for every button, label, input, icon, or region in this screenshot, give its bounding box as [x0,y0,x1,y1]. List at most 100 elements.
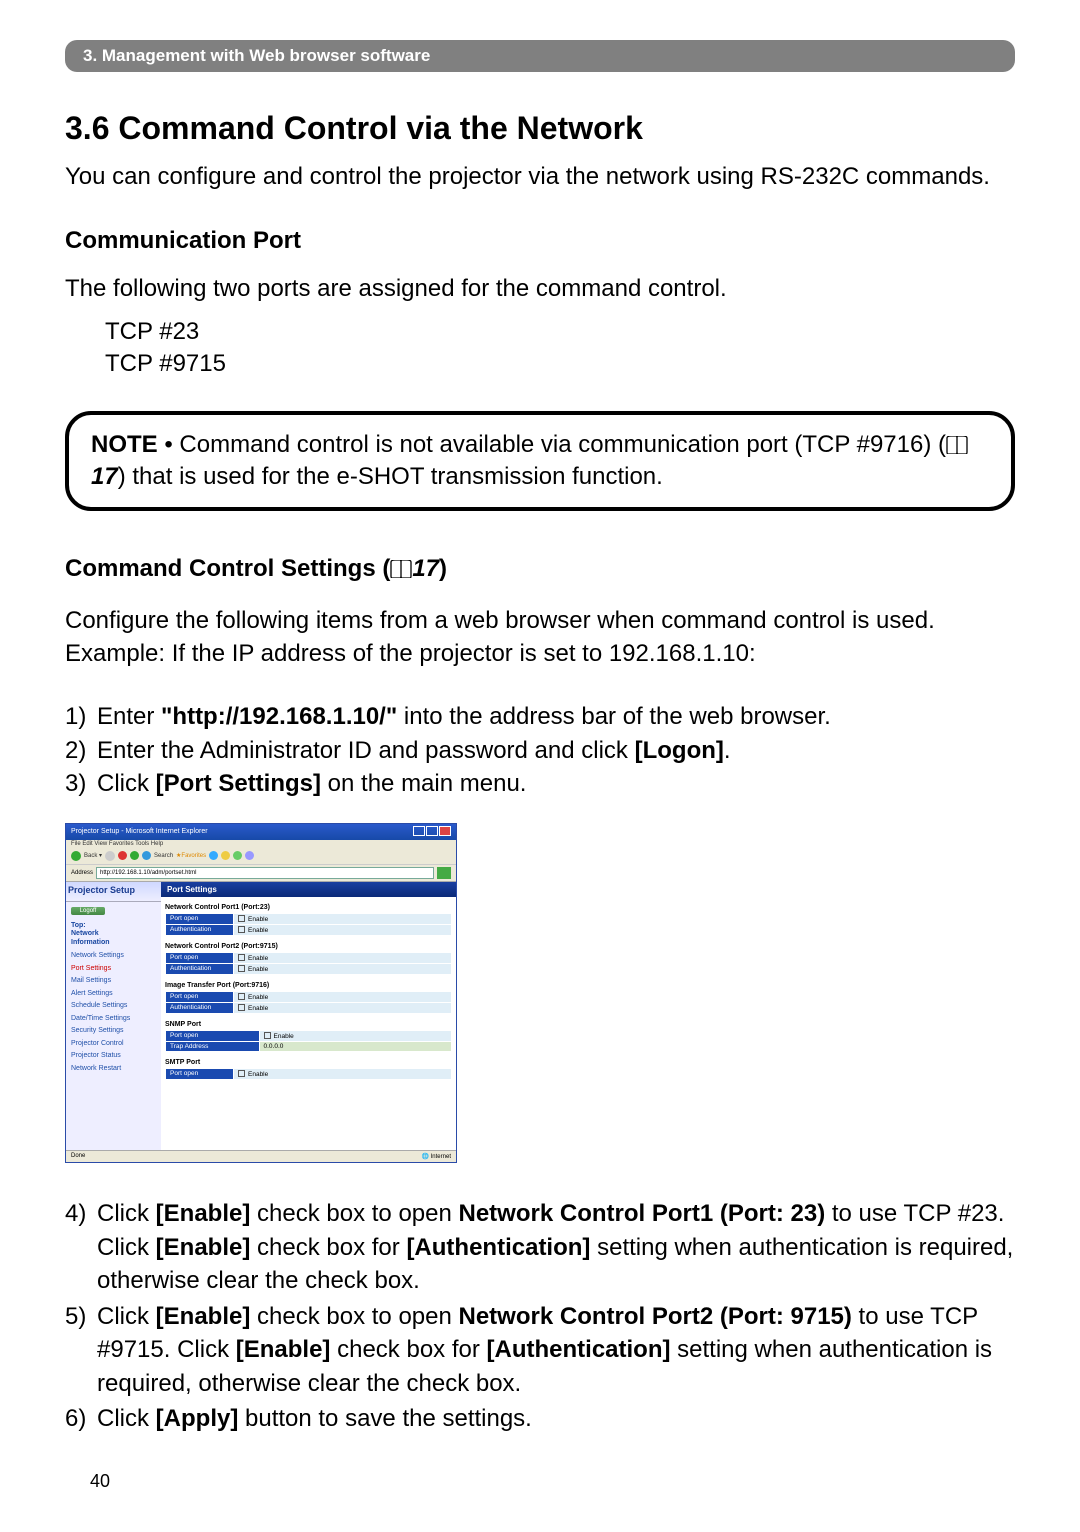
setting-label: Port open [166,913,234,924]
back-icon[interactable] [71,851,81,861]
setting-value[interactable]: Enable [234,924,452,935]
setting-label: Authentication [166,1002,234,1013]
setting-value[interactable]: Enable [234,963,452,974]
note-label: NOTE [91,431,158,458]
status-bar: Done 🌐 Internet [66,1150,456,1162]
comm-port-text: The following two ports are assigned for… [65,273,1015,305]
note-text-b: ) that is used for the e-SHOT transmissi… [118,463,663,490]
stop-icon[interactable] [118,851,127,860]
settings-heading: Command Control Settings (17) [65,555,1015,583]
settings-table: Port openEnableAuthenticationEnable [165,991,452,1014]
checkbox[interactable] [238,993,245,1000]
note-box: NOTE • Command control is not available … [65,411,1015,512]
group-title: Network Control Port1 (Port:23) [165,904,452,911]
setting-value[interactable]: 0.0.0.0 [259,1041,452,1051]
checkbox[interactable] [238,965,245,972]
main-panel: Port Settings Network Control Port1 (Por… [161,882,456,1150]
settings-table: Port openEnableAuthenticationEnable [165,913,452,936]
steps-4-6: 4)Click [Enable] check box to open Netwo… [65,1197,1015,1436]
status-left: Done [71,1153,85,1160]
nav-icon[interactable] [245,851,254,860]
address-field[interactable]: http://192.168.1.10/adm/portset.html [96,867,434,879]
port-list: TCP #23 TCP #9715 [105,316,1015,381]
step-2: Enter the Administrator ID and password … [97,734,1015,768]
note-text-a: • Command control is not available via c… [158,431,946,458]
port-1: TCP #23 [105,316,1015,348]
port-2: TCP #9715 [105,348,1015,380]
setting-label: Port open [166,991,234,1002]
status-right: 🌐 Internet [422,1153,452,1160]
settings-title-end: ) [439,555,447,582]
sidebar-item[interactable]: Schedule Settings [71,1002,156,1009]
sidebar-item[interactable]: Date/Time Settings [71,1015,156,1022]
sidebar-item[interactable]: Projector Control [71,1040,156,1047]
page-title: 3.6 Command Control via the Network [65,110,1015,147]
settings-intro: Configure the following items from a web… [65,605,1015,670]
group-title: SMTP Port [165,1059,452,1066]
logoff-button[interactable]: Logoff [71,907,105,915]
refresh-icon[interactable] [130,851,139,860]
nav-icon[interactable] [233,851,242,860]
group-title: Network Control Port2 (Port:9715) [165,943,452,950]
group-title: SNMP Port [165,1021,452,1028]
settings-table: Port openEnable [165,1068,452,1080]
go-button[interactable] [437,867,451,879]
setting-value[interactable]: Enable [234,1068,452,1079]
checkbox[interactable] [238,926,245,933]
sidebar-nav: Network Settings Port Settings Mail Settin… [71,952,156,1072]
sidebar-top[interactable]: Top: Network Information [71,922,156,947]
window-titlebar: Projector Setup - Microsoft Internet Exp… [66,824,456,840]
step-num: 2) [65,734,97,768]
forward-icon[interactable] [105,851,115,861]
setting-value[interactable]: Enable [234,991,452,1002]
setting-label: Trap Address [166,1041,260,1051]
setting-value[interactable]: Enable [234,1002,452,1013]
sidebar-item[interactable]: Projector Status [71,1052,156,1059]
sidebar-item[interactable]: Network Settings [71,952,156,959]
step-4: Click [Enable] check box to open Network… [97,1197,1015,1298]
page-number: 40 [90,1471,110,1492]
sidebar-item[interactable]: Alert Settings [71,990,156,997]
setting-label: Port open [166,1068,234,1079]
browser-toolbar[interactable]: Back ▾ Search ★Favorites [66,848,456,865]
settings-table: Port openEnableAuthenticationEnable [165,952,452,975]
browser-menubar[interactable]: File Edit View Favorites Tools Help [66,840,456,848]
screenshot: Projector Setup - Microsoft Internet Exp… [65,823,457,1163]
address-bar[interactable]: Address http://192.168.1.10/adm/portset.… [66,865,456,882]
breadcrumb: 3. Management with Web browser software [65,40,1015,72]
checkbox[interactable] [238,954,245,961]
panel-header: Port Settings [161,882,456,897]
setting-label: Port open [166,1030,260,1041]
step-num: 3) [65,767,97,801]
home-icon[interactable] [142,851,151,860]
setting-value[interactable]: Enable [259,1030,452,1041]
sidebar-logo: Projector Setup [66,882,161,902]
checkbox[interactable] [238,1070,245,1077]
step-6: Click [Apply] button to save the setting… [97,1402,1015,1436]
step-num: 1) [65,700,97,734]
sidebar: Projector Setup Logoff Top: Network Info… [66,882,161,1150]
checkbox[interactable] [238,1004,245,1011]
nav-icon[interactable] [209,851,218,860]
step-num: 5) [65,1300,97,1401]
setting-label: Authentication [166,963,234,974]
sidebar-item[interactable]: Network Restart [71,1065,156,1072]
settings-ref: 17 [412,555,439,582]
comm-port-heading: Communication Port [65,227,1015,255]
sidebar-item[interactable]: Port Settings [71,965,156,972]
step-3: Click [Port Settings] on the main menu. [97,767,1015,801]
checkbox[interactable] [238,915,245,922]
sidebar-item[interactable]: Mail Settings [71,977,156,984]
steps-1-3: 1)Enter "http://192.168.1.10/" into the … [65,700,1015,801]
book-icon [390,560,412,578]
step-num: 6) [65,1402,97,1436]
setting-label: Authentication [166,924,234,935]
nav-icon[interactable] [221,851,230,860]
window-buttons[interactable] [412,826,451,838]
setting-value[interactable]: Enable [234,913,452,924]
checkbox[interactable] [264,1032,271,1039]
step-5: Click [Enable] check box to open Network… [97,1300,1015,1401]
sidebar-item[interactable]: Security Settings [71,1027,156,1034]
note-ref: 17 [91,463,118,490]
setting-value[interactable]: Enable [234,952,452,963]
